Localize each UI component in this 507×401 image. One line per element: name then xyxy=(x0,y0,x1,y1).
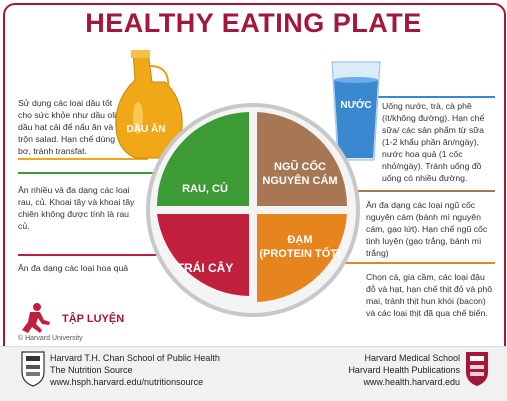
footer xyxy=(0,346,507,401)
fruits-description: Ăn đa dạng các loại hoa quả xyxy=(18,263,129,273)
oil-divider xyxy=(18,158,148,160)
copyright-text: © Harvard University xyxy=(18,334,83,342)
vegetables-label: RAU, CỦ xyxy=(182,182,228,195)
oil-label: DẦU ĂN xyxy=(127,122,166,135)
water-description: Uống nước, trà, cà phê (ít/không đường).… xyxy=(382,101,485,183)
vegetables-description: Ăn nhiều và đa dạng các loại rau, củ. Kh… xyxy=(18,185,135,231)
footer-right-link[interactable]: www.health.harvard.edu xyxy=(363,377,460,387)
protein-label-line1: ĐẠM xyxy=(287,234,312,246)
footer-left-line1: Harvard T.H. Chan School of Public Healt… xyxy=(50,353,220,363)
protein-section xyxy=(257,214,347,302)
protein-label-line2: (PROTEIN TỐT) xyxy=(259,246,341,260)
oil-description: Sử dụng các loại dầu tốt cho sức khỏe nh… xyxy=(18,98,128,156)
grains-label-line2: NGUYÊN CÁM xyxy=(262,174,337,187)
fruits-divider xyxy=(18,254,178,256)
running-person-icon xyxy=(22,303,50,333)
vegetables-divider xyxy=(18,172,158,174)
protein-description: Chọn cá, gia cầm, các loại đậu đỗ và hạt… xyxy=(366,272,493,318)
page-title: HEALTHY EATING PLATE xyxy=(85,8,422,38)
vegetables-section xyxy=(156,112,249,206)
fruits-section xyxy=(157,214,249,296)
protein-divider xyxy=(330,262,495,264)
plate xyxy=(150,107,356,313)
exercise-label: TẬP LUYỆN xyxy=(62,312,124,325)
grains-section xyxy=(257,112,348,206)
footer-right-line2: Harvard Health Publications xyxy=(348,365,460,375)
grains-divider xyxy=(330,190,495,192)
water-glass-icon xyxy=(331,61,381,161)
footer-left-line2: The Nutrition Source xyxy=(50,365,133,375)
footer-right-line1: Harvard Medical School xyxy=(364,353,460,363)
water-label: NƯỚC xyxy=(340,98,371,111)
water-divider xyxy=(355,96,495,98)
grains-label-line1: NGŨ CỐC xyxy=(274,159,326,173)
grains-description: Ăn đa dạng các loại ngũ cốc nguyên cám (… xyxy=(366,200,488,258)
fruits-label: TRÁI CÂY xyxy=(177,260,234,275)
footer-left-link[interactable]: www.hsph.harvard.edu/nutritionsource xyxy=(50,377,204,387)
